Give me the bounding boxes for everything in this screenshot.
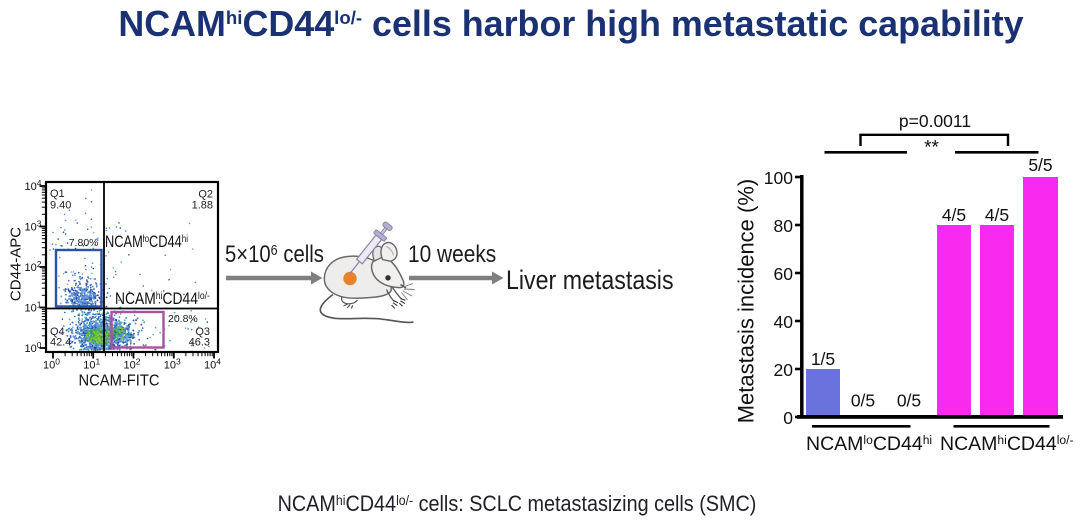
svg-text:103: 103: [164, 357, 181, 372]
svg-text:**: **: [924, 138, 939, 159]
svg-text:100: 100: [25, 340, 42, 355]
svg-text:100: 100: [43, 357, 60, 372]
svg-text:104: 104: [204, 357, 221, 372]
svg-text:60: 60: [774, 264, 794, 284]
svg-text:7.80%: 7.80%: [69, 237, 99, 249]
svg-text:102: 102: [25, 259, 42, 274]
svg-text:CD44-APC: CD44-APC: [8, 227, 25, 301]
svg-text:p=0.0011: p=0.0011: [899, 111, 971, 131]
svg-text:1/5: 1/5: [811, 349, 835, 369]
svg-text:4/5: 4/5: [985, 205, 1009, 225]
svg-text:Q1: Q1: [50, 188, 65, 200]
svg-text:5/5: 5/5: [1028, 155, 1052, 175]
svg-text:100: 100: [764, 168, 793, 188]
svg-text:104: 104: [25, 178, 42, 193]
svg-text:0/5: 0/5: [897, 391, 921, 411]
svg-text:9.40: 9.40: [50, 200, 71, 212]
svg-text:0: 0: [783, 408, 793, 428]
svg-text:80: 80: [774, 216, 794, 236]
svg-text:NCAM-FITC: NCAM-FITC: [79, 373, 160, 390]
svg-text:42.4: 42.4: [50, 337, 71, 349]
svg-text:Q4: Q4: [50, 326, 65, 338]
svg-text:20.8%: 20.8%: [168, 313, 198, 325]
svg-text:101: 101: [83, 357, 100, 372]
svg-text:Metastasis incidence (%): Metastasis incidence (%): [734, 179, 759, 424]
svg-text:0/5: 0/5: [851, 391, 875, 411]
svg-text:Q3: Q3: [195, 326, 210, 338]
svg-text:101: 101: [25, 300, 42, 315]
svg-text:46.3: 46.3: [189, 337, 210, 349]
svg-text:1.88: 1.88: [192, 200, 213, 212]
svg-text:40: 40: [774, 312, 794, 332]
svg-text:103: 103: [25, 219, 42, 234]
svg-text:20: 20: [774, 360, 794, 380]
svg-text:102: 102: [124, 357, 141, 372]
svg-text:Q2: Q2: [198, 189, 213, 201]
svg-text:4/5: 4/5: [942, 205, 966, 225]
